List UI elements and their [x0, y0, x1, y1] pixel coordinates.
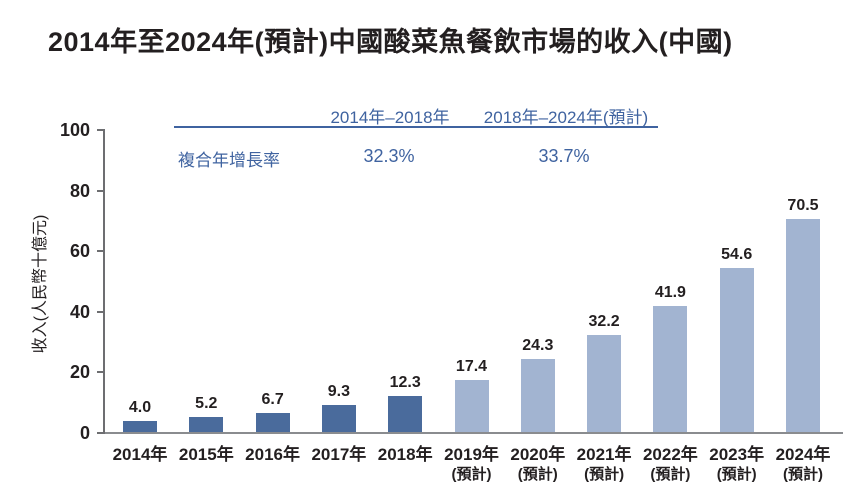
cagr-period-2-label: 2018年–2024年(預計): [483, 108, 649, 127]
cagr-period-1-label: 2014年–2018年: [330, 108, 450, 127]
bar: [255, 412, 290, 432]
bar: [454, 380, 489, 432]
y-axis-tick-label: 0: [79, 423, 90, 443]
y-axis-tick: [97, 310, 105, 313]
x-axis-label: 2014年: [112, 445, 168, 464]
cagr-value-2018-2024: 33.7%: [538, 146, 590, 166]
x-axis-label: 2022年: [642, 445, 698, 464]
bar-value-label: 32.2: [588, 313, 620, 331]
bar: [587, 335, 622, 432]
x-axis-sublabel: (預計): [716, 466, 757, 483]
y-axis-tick-label: 100: [59, 120, 90, 140]
y-axis-tick: [97, 432, 105, 434]
cagr-row-label: 複合年增長率: [178, 151, 280, 170]
y-axis-tick-label: 60: [69, 241, 90, 262]
bar-value-label: 17.4: [455, 358, 488, 376]
y-axis-tick: [97, 250, 105, 253]
x-axis-label: 2024年: [775, 445, 831, 464]
y-axis-tick: [97, 129, 105, 131]
y-axis-tick-label: 20: [69, 362, 90, 383]
x-axis-sublabel: (預計): [783, 466, 823, 483]
y-axis-tick: [97, 189, 105, 192]
x-axis-sublabel: (預計): [650, 466, 691, 483]
bar: [388, 395, 423, 432]
bar: [189, 417, 224, 432]
bar-value-label: 70.5: [787, 197, 819, 215]
bar: [321, 404, 356, 432]
bar: [653, 306, 688, 432]
x-axis-label: 2023年: [709, 445, 765, 464]
x-axis-label: 2021年: [576, 445, 632, 464]
bar-value-label: 24.3: [522, 337, 554, 355]
x-axis-sublabel: (預計): [451, 466, 492, 483]
x-axis-label: 2017年: [311, 445, 367, 464]
x-axis-sublabel: (預計): [584, 466, 625, 483]
x-axis-label: 2019年: [444, 445, 499, 464]
cagr-divider-line: [174, 126, 658, 128]
y-axis-tick: [97, 371, 105, 374]
bar: [123, 420, 157, 432]
cagr-value-2014-2018: 32.3%: [363, 146, 415, 166]
bar-value-label: 54.6: [721, 245, 753, 263]
x-axis-sublabel: (預計): [517, 466, 558, 483]
bar: [786, 219, 820, 432]
y-axis-title: 收入(人民幣十億元): [32, 214, 49, 354]
x-axis-label: 2018年: [377, 445, 433, 464]
x-axis-label: 2016年: [245, 445, 300, 464]
x-axis-label: 2015年: [178, 445, 234, 464]
bar-value-label: 12.3: [389, 373, 421, 391]
bar-value-label: 5.2: [195, 395, 218, 413]
chart-title: 2014年至2024年(預計)中國酸菜魚餐飲市場的收入(中國): [48, 27, 733, 57]
bar-value-label: 41.9: [654, 284, 686, 302]
y-axis-tick-label: 80: [69, 180, 90, 201]
y-axis-tick-label: 40: [69, 301, 90, 322]
bar: [719, 267, 754, 432]
x-axis-baseline: [97, 432, 843, 434]
bar-value-label: 9.3: [327, 382, 351, 400]
bar-value-label: 6.7: [261, 390, 284, 408]
x-axis-label: 2020年: [510, 445, 566, 464]
bar-value-label: 4.0: [128, 398, 152, 416]
bar: [520, 359, 555, 432]
y-axis-line: [103, 130, 105, 433]
